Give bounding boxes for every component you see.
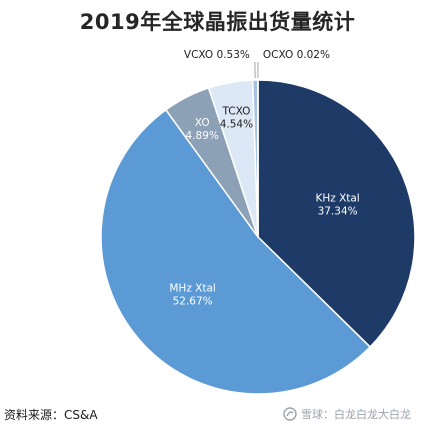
snowball-logo-icon — [283, 407, 297, 421]
slice-label-ocxo: OCXO 0.02% — [263, 49, 330, 61]
pie-slice-mhz-xtal — [100, 108, 372, 395]
slice-label-tcxo-value: 4.54% — [220, 119, 253, 131]
slice-label-vcxo: VCXO 0.53% — [184, 49, 250, 61]
slice-label-xo: XO — [195, 117, 210, 129]
slice-label-mhz-xtal-value: 52.67% — [173, 295, 213, 307]
pie-slice-khz-xtal — [257, 79, 416, 348]
slice-label-tcxo: TCXO — [221, 106, 250, 118]
watermark-text: 雪球：白龙白龙大白龙 — [301, 408, 411, 421]
leader-lines — [254, 61, 259, 79]
chart-title: 2019年全球晶振出货量统计 — [79, 10, 356, 34]
source-note: 资料来源：CS&A — [4, 408, 98, 422]
slice-label-khz-xtal: KHz Xtal — [315, 193, 359, 205]
pie-slices — [100, 79, 416, 395]
slice-label-mhz-xtal: MHz Xtal — [169, 282, 215, 294]
slice-label-xo-value: 4.89% — [186, 130, 219, 142]
slice-label-khz-xtal-value: 37.34% — [318, 206, 358, 218]
watermark: 雪球：白龙白龙大白龙 — [283, 406, 411, 422]
